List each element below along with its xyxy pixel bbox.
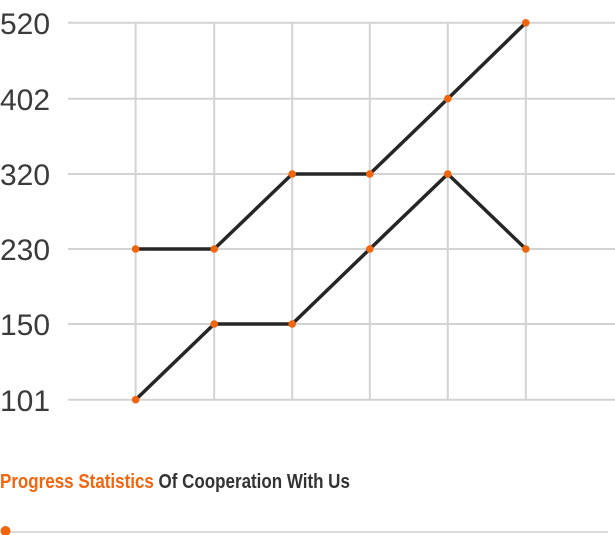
svg-text:230: 230 — [0, 234, 50, 267]
svg-text:150: 150 — [0, 309, 50, 342]
svg-text:101: 101 — [0, 385, 50, 418]
svg-text:520: 520 — [0, 8, 50, 41]
svg-text:320: 320 — [0, 159, 50, 192]
svg-text:402: 402 — [0, 84, 50, 117]
